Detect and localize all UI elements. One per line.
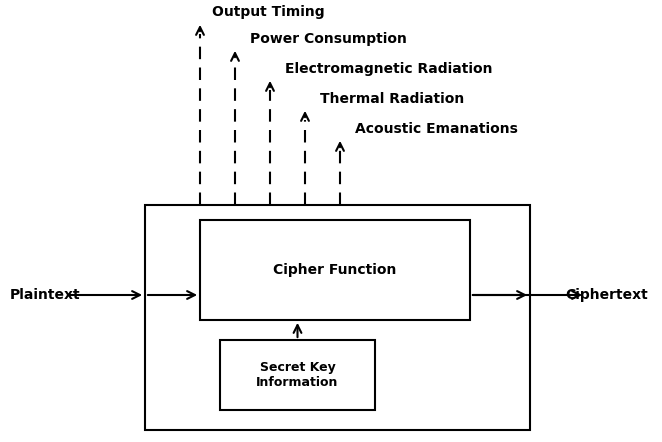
Text: Acoustic Emanations: Acoustic Emanations <box>355 122 518 136</box>
Text: Electromagnetic Radiation: Electromagnetic Radiation <box>285 62 493 76</box>
Text: Power Consumption: Power Consumption <box>250 32 407 46</box>
Text: Output Timing: Output Timing <box>212 5 324 19</box>
Text: Plaintext: Plaintext <box>10 288 81 302</box>
Bar <box>145 205 530 430</box>
Text: Secret Key
Information: Secret Key Information <box>256 361 339 389</box>
Text: Thermal Radiation: Thermal Radiation <box>320 92 464 106</box>
Bar <box>220 340 375 410</box>
Text: Ciphertext: Ciphertext <box>565 288 647 302</box>
Bar <box>200 220 470 320</box>
Text: Cipher Function: Cipher Function <box>273 263 397 277</box>
